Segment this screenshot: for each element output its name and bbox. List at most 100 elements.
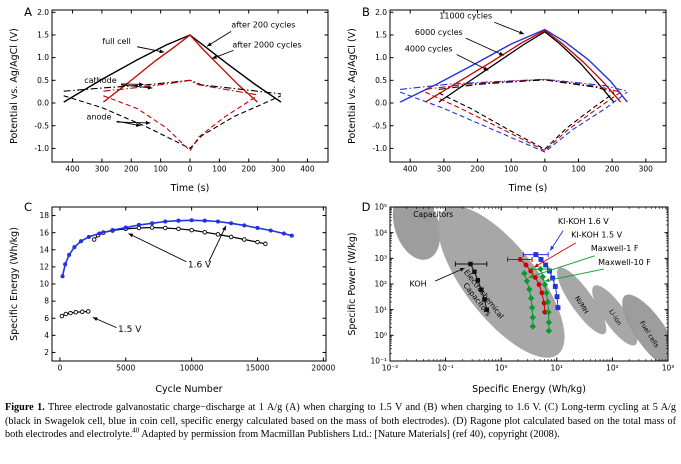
- x-tick-label: 10⁻²: [382, 364, 399, 373]
- arrow-head: [212, 55, 217, 59]
- data-point: [539, 273, 546, 281]
- data-point: [479, 287, 484, 292]
- data-point: [552, 284, 558, 289]
- chart-svg-B: 400 300 200 100 0 100 200 300 2.0 1.5 1.0 0.5 0.0 -0.…: [347, 5, 667, 194]
- annotation-label: KOH: [410, 279, 427, 288]
- y-tick-label: -1.0: [34, 144, 49, 153]
- arrow-head: [550, 245, 555, 251]
- annotation-label: 4000 cycles: [405, 44, 453, 53]
- chart-regions: [392, 207, 668, 361]
- data-point: [228, 234, 234, 240]
- y-tick-label: -0.5: [372, 121, 387, 130]
- data-point: [281, 231, 286, 236]
- x-tick-label: 0: [542, 165, 547, 174]
- figure-caption: Figure 1. Three electrode galvanostatic …: [5, 401, 676, 442]
- series-anode 6000 cycles: [425, 91, 621, 152]
- y-tick-label: 18: [39, 211, 49, 220]
- arrow-head: [483, 66, 489, 71]
- annotation-arrow: [494, 21, 525, 35]
- series-full cell 11000 cycles: [399, 28, 628, 103]
- y-tick-label: 1.0: [37, 53, 49, 62]
- data-point: [545, 327, 553, 334]
- x-tick-label: 100: [153, 165, 168, 174]
- series-cathode 6000 cycles: [425, 78, 621, 93]
- data-point: [163, 225, 168, 231]
- data-point: [472, 269, 477, 275]
- y-tick-label: 4: [44, 331, 49, 340]
- arrow-head: [534, 263, 539, 268]
- data-point: [86, 234, 91, 239]
- arrow-head: [459, 268, 465, 272]
- data-point: [176, 218, 181, 223]
- arrow-head: [92, 317, 98, 321]
- annotation-label: 1.5 V: [118, 325, 142, 335]
- annotation-arrow: [120, 84, 153, 89]
- data-point: [538, 257, 544, 262]
- data-point: [215, 219, 221, 224]
- panel-a-chart: 400 300 200 100 0 100 200 300 400 2.0 1.5 1.0 0.5 0.0…: [6, 2, 340, 200]
- x-axis-label: Time (s): [170, 183, 210, 194]
- data-point: [97, 231, 102, 236]
- y-tick-label: 12: [39, 262, 49, 271]
- arrow-head: [147, 85, 153, 90]
- data-point: [67, 252, 72, 257]
- panel-c-chart: 0 5000 10000 15000 20000 2 4 6 8 10 12 14 16 18 Cycle …: [6, 197, 340, 401]
- x-tick-label: 200: [124, 165, 139, 174]
- series-full cell 6000 cycles: [424, 29, 622, 103]
- annotation-arrow: [128, 233, 187, 263]
- x-tick-label: 200: [242, 165, 257, 174]
- x-tick-label: 300: [639, 165, 654, 174]
- y-tick-label: -1.0: [372, 144, 387, 153]
- annotation-arrow: [533, 242, 577, 268]
- chart-svg-D: 10⁻² 10⁻¹ 10⁰ 10¹ 10² 10³10⁻¹10⁰10¹10²10³10⁴1…: [347, 200, 674, 395]
- data-point: [528, 304, 536, 311]
- y-tick-label: 1.5: [375, 31, 387, 40]
- data-point: [136, 222, 141, 228]
- data-point: [215, 232, 221, 237]
- x-tick-label: 200: [470, 165, 485, 174]
- x-axis-label: Cycle Number: [155, 384, 222, 395]
- data-point: [523, 262, 529, 268]
- arrow-head: [135, 122, 141, 127]
- series-coin cell 1.6 V: [61, 219, 293, 277]
- data-point: [91, 237, 97, 242]
- chart-series: [399, 28, 628, 153]
- series-full cell after 2000 cycles: [102, 34, 258, 103]
- y-tick-label: 10³: [374, 254, 387, 263]
- series-anode 11000 cycles: [399, 91, 628, 153]
- x-tick-label: 0: [58, 364, 63, 373]
- annotation-label: KI-KOH 1.5 V: [571, 230, 622, 239]
- data-point: [536, 282, 542, 288]
- annotation-arrow: [544, 268, 604, 282]
- data-point: [72, 245, 77, 250]
- arrow-head: [207, 42, 212, 47]
- chart-series: [59, 218, 294, 319]
- annotation-label: full cell: [102, 37, 131, 46]
- y-tick-label: 10⁴: [374, 228, 387, 237]
- arrow-head: [519, 30, 524, 35]
- arrow-head: [128, 233, 134, 238]
- data-point: [63, 311, 69, 317]
- arrow-head: [544, 278, 550, 283]
- series-anode after 2000 cycles: [103, 95, 258, 152]
- annotation-label: 6000 cycles: [415, 28, 463, 37]
- annotation-label: after 200 cycles: [231, 21, 295, 30]
- annotation-arrow: [528, 255, 595, 278]
- data-point: [78, 239, 84, 244]
- annotation-arrow: [456, 54, 489, 71]
- x-tick-label: 300: [271, 165, 286, 174]
- annotation-label: Maxwell-10 F: [598, 258, 651, 267]
- series-cathode 4000 cycles: [438, 79, 614, 93]
- data-point: [521, 270, 528, 277]
- y-axis-label: Specific Energy (Wh/kg): [9, 227, 20, 341]
- data-point: [149, 225, 155, 230]
- annotation-arrow: [465, 37, 504, 56]
- data-point: [202, 229, 208, 235]
- data-point: [550, 275, 556, 281]
- data-point: [529, 314, 536, 321]
- y-axis-label: Potential vs. Ag/AgCl (V): [347, 28, 358, 144]
- data-point: [189, 218, 194, 223]
- axes-box: [51, 9, 329, 163]
- data-point: [526, 286, 533, 293]
- data-point: [482, 297, 487, 302]
